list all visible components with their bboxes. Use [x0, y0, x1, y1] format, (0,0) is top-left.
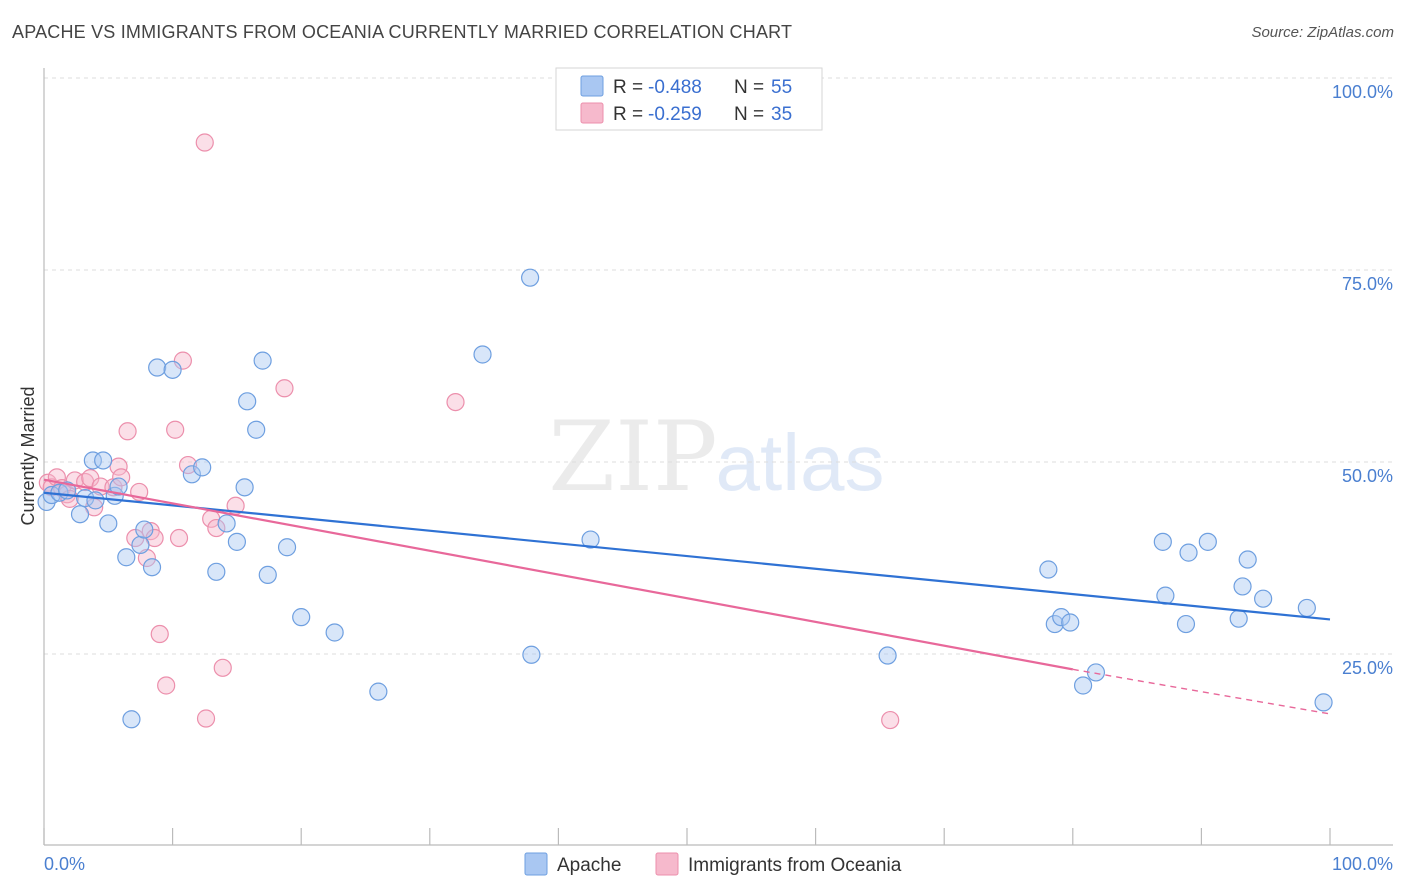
legend-swatch-oceania [580, 102, 604, 124]
scatter-point-apache [1314, 693, 1333, 712]
scatter-point-apache [70, 505, 90, 524]
scatter-point-oceania [150, 624, 169, 644]
scatter-point-apache [117, 548, 136, 567]
legend-r-value-apache: -0.488 [648, 77, 702, 98]
x-tick-label-max: 100.0% [1332, 854, 1393, 874]
scatter-point-apache [277, 538, 297, 557]
legend-n-label-apache: N = [734, 77, 764, 98]
scatter-point-oceania [109, 457, 128, 476]
scatter-point-apache [1233, 577, 1252, 596]
y-tick-label: 75.0% [1342, 274, 1393, 294]
scatter-point-oceania [196, 709, 216, 728]
x-tick-label-min: 0.0% [44, 854, 85, 874]
scatter-point-oceania [213, 658, 232, 677]
scatter-point-apache [258, 565, 277, 584]
scatter-point-oceania [173, 351, 192, 370]
source-label: Source: ZipAtlas.com [1251, 24, 1394, 41]
scatter-point-apache [253, 351, 272, 370]
trend-line-oceania-extension [1072, 668, 1331, 715]
scatter-point-apache [521, 268, 540, 287]
scatter-point-oceania [207, 518, 226, 538]
legend-r-label-apache: R = [613, 77, 643, 98]
trend-line-apache [43, 491, 1331, 621]
y-axis-title: Currently Married [18, 386, 38, 525]
scatter-point-apache [148, 358, 167, 377]
scatter-point-apache [1179, 543, 1198, 562]
scatter-point-apache [235, 478, 254, 497]
scatter-point-apache [1297, 598, 1316, 618]
watermark: ZIP atlas [548, 401, 884, 513]
scatter-point-oceania [157, 676, 176, 695]
scatter-point-apache [1153, 532, 1172, 551]
y-tick-label: 100.0% [1332, 82, 1393, 102]
x-tick-marks [43, 828, 1331, 845]
scatter-point-apache [522, 645, 541, 664]
trend-line-oceania [43, 478, 1073, 671]
scatter-point-apache [122, 710, 141, 729]
legend-r-label-oceania: R = [613, 104, 643, 125]
y-tick-label: 50.0% [1342, 466, 1393, 486]
legend-r-value-oceania: -0.259 [648, 104, 702, 125]
scatter-point-oceania [446, 392, 465, 412]
scatter-point-apache [135, 520, 154, 539]
y-gridlines [44, 77, 1393, 655]
scatter-point-apache [1238, 550, 1257, 569]
scatter-point-oceania [881, 710, 900, 730]
scatter-point-apache [99, 514, 118, 533]
scatter-point-apache [1176, 614, 1196, 634]
trend-lines [43, 478, 1331, 715]
scatter-point-apache [163, 360, 182, 379]
scatter-point-apache [193, 458, 212, 477]
bottom-legend-swatch-oceania [655, 852, 679, 876]
series-legend: Apache Immigrants from Oceania [524, 852, 902, 876]
scatter-point-apache [247, 420, 266, 439]
scatter-point-apache [131, 535, 150, 555]
scatter-point-apache [182, 465, 201, 484]
scatter-point-apache [878, 646, 897, 665]
scatter-point-apache [1039, 560, 1058, 579]
y-tick-label: 25.0% [1342, 658, 1393, 678]
scatter-point-apache [94, 451, 113, 470]
legend-n-label-oceania: N = [734, 104, 764, 125]
scatter-point-apache [217, 514, 236, 533]
scatter-point-apache [83, 451, 102, 470]
bottom-legend-label-apache: Apache [557, 855, 621, 876]
bottom-legend-label-oceania: Immigrants from Oceania [688, 855, 902, 876]
scatter-point-apache [1229, 609, 1248, 628]
scatter-point-apache [142, 558, 162, 577]
legend-n-value-apache: 55 [771, 77, 792, 98]
scatter-point-oceania [275, 379, 294, 398]
scatter-point-apache [1198, 532, 1217, 551]
scatter-point-apache [1045, 614, 1064, 634]
scatter-point-apache [109, 477, 128, 496]
scatter-point-apache [227, 532, 246, 551]
scatter-point-oceania [169, 528, 189, 548]
scatter-point-apache [1052, 608, 1071, 627]
scatter-point-oceania [166, 420, 185, 439]
scatter-point-apache [473, 345, 492, 364]
scatter-point-oceania [118, 422, 137, 441]
scatter-point-apache [1073, 676, 1093, 695]
watermark-zip: ZIP [548, 401, 717, 513]
stats-legend: R = -0.488 N = 55 R = -0.259 N = 35 [555, 67, 823, 131]
bottom-legend-swatch-apache [524, 852, 548, 876]
chart-title: APACHE VS IMMIGRANTS FROM OCEANIA CURREN… [12, 22, 793, 42]
scatter-point-oceania [178, 455, 198, 475]
scatter-point-apache [1061, 613, 1080, 632]
legend-swatch-apache [580, 75, 604, 97]
scatter-point-apache [581, 530, 600, 549]
legend-n-value-oceania: 35 [771, 104, 792, 125]
scatter-point-apache [292, 608, 311, 627]
scatter-point-apache [1254, 589, 1273, 608]
scatter-point-apache [325, 623, 344, 642]
scatter-point-apache [238, 392, 257, 411]
scatter-point-apache [86, 491, 105, 510]
scatter-point-oceania [195, 133, 214, 152]
scatter-point-apache [1086, 663, 1106, 682]
scatter-point-apache [369, 682, 388, 701]
y-tick-labels: 25.0% 50.0% 75.0% 100.0% [1332, 82, 1393, 678]
scatter-point-apache [207, 562, 226, 581]
